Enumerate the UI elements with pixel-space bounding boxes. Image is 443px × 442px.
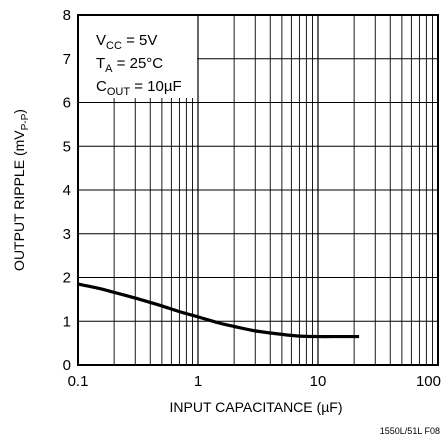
y-tick-label: 1: [63, 313, 71, 330]
y-tick-label: 6: [63, 95, 71, 112]
x-tick-label: 0.1: [68, 373, 89, 390]
y-tick-label: 5: [63, 138, 71, 155]
plot-frame-layer: [77, 14, 439, 366]
annotation-line-3: COUT = 10µF: [96, 78, 182, 98]
y-axis-label: OUTPUT RIPPLE (mVP-P): [11, 109, 31, 271]
x-axis-label: INPUT CAPACITANCE (µF): [170, 399, 343, 415]
curve-layer: [77, 282, 360, 339]
y-tick-label: 4: [63, 182, 71, 199]
annotation-background: [79, 16, 197, 98]
y-tick-label: 2: [63, 270, 71, 287]
annotation-line-1: VCC = 5V: [96, 32, 157, 52]
y-tick-label: 7: [63, 51, 71, 68]
axis-labels: INPUT CAPACITANCE (µF) OUTPUT RIPPLE (mVP…: [11, 109, 440, 436]
y-tick-label: 3: [63, 226, 71, 243]
y-tick-label: 8: [63, 7, 71, 24]
x-tick-label: 1: [194, 373, 202, 390]
x-tick-label: 10: [310, 373, 327, 390]
x-tick-label: 100: [416, 373, 441, 390]
annotation-line-2: TA = 25°C: [96, 55, 163, 75]
y-tick-label: 0: [63, 357, 71, 374]
series-line-1: [77, 282, 360, 339]
tick-labels: 0 1 2 3 4 5 6 7 8 0.1 1 10 100: [63, 7, 441, 390]
plot-frame: [77, 14, 439, 366]
annotation-box: VCC = 5V TA = 25°C COUT = 10µF: [79, 16, 197, 98]
figure-code: 1550L/51L F08: [380, 426, 440, 436]
